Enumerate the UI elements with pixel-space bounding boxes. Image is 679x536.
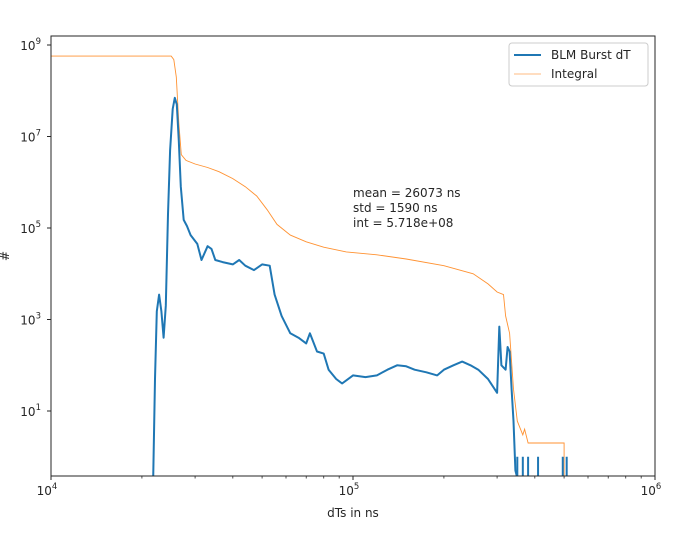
x-axis-label: dTs in ns [327, 506, 379, 520]
integral-line [51, 55, 565, 476]
x-tick-label: 105 [339, 482, 360, 498]
series-layer [51, 55, 568, 476]
legend-box [508, 42, 649, 87]
x-axis: 104 105 106 [37, 476, 662, 498]
legend: BLM Burst dT Integral [508, 42, 649, 87]
annotation-int: int = 5.718e+08 [353, 216, 453, 230]
y-tick-label: 101 [20, 403, 41, 419]
annotation-mean: mean = 26073 ns [353, 186, 461, 200]
annotation-std: std = 1590 ns [353, 201, 437, 215]
y-tick-label: 105 [20, 220, 41, 236]
x-tick-label: 104 [37, 482, 58, 498]
y-tick-label: 109 [20, 37, 41, 53]
y-tick-label: 107 [20, 129, 41, 145]
legend-label-blm-burst: BLM Burst dT [551, 48, 631, 62]
y-axis: 101 103 105 107 109 [20, 37, 51, 419]
y-axis-label: # [0, 251, 12, 261]
y-tick-label: 103 [20, 312, 41, 328]
x-tick-label: 106 [641, 482, 662, 498]
legend-label-integral: Integral [551, 67, 597, 81]
blm-burst-line [152, 96, 518, 476]
stats-annotation: mean = 26073 ns std = 1590 ns int = 5.71… [353, 186, 461, 230]
